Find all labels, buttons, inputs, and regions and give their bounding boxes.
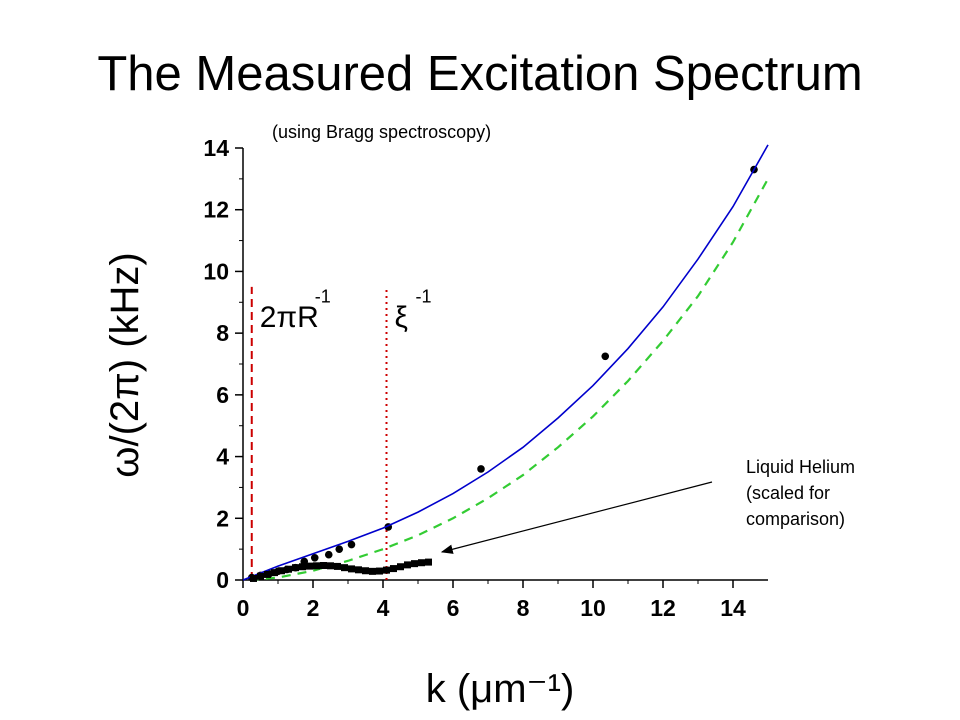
x-tick-label: 6 bbox=[447, 595, 460, 621]
data-point bbox=[335, 545, 344, 553]
x-tick-label: 8 bbox=[517, 595, 530, 621]
helium-data-point bbox=[369, 567, 376, 575]
helium-data-point bbox=[425, 558, 432, 566]
x-tick-label: 14 bbox=[720, 595, 746, 621]
annotation-line-1: Liquid Helium bbox=[746, 457, 856, 477]
xi-inverse-superscript: -1 bbox=[416, 286, 432, 306]
xi-inverse-label: ξ bbox=[395, 301, 408, 334]
helium-data-point bbox=[348, 565, 355, 573]
x-tick-label: 4 bbox=[377, 595, 390, 621]
helium-data-point bbox=[278, 567, 285, 575]
annotation-line-2: (scaled for bbox=[746, 483, 831, 503]
x-tick-label: 2 bbox=[307, 595, 320, 621]
data-point bbox=[347, 540, 356, 549]
helium-data-point bbox=[362, 567, 369, 575]
helium-data-point bbox=[404, 561, 411, 569]
helium-data-point bbox=[418, 559, 425, 567]
helium-data-point bbox=[306, 562, 313, 570]
y-tick-label: 8 bbox=[216, 320, 229, 346]
slide-title: The Measured Excitation Spectrum bbox=[97, 47, 863, 101]
x-tick-label: 10 bbox=[580, 595, 606, 621]
y-tick-label: 4 bbox=[216, 444, 229, 470]
x-axis-label: k (μm⁻¹) bbox=[426, 667, 575, 711]
helium-data-point bbox=[341, 564, 348, 572]
fit-curve bbox=[242, 144, 769, 581]
data-point bbox=[477, 465, 485, 473]
r-inverse-superscript: -1 bbox=[315, 286, 331, 306]
helium-data-point bbox=[257, 572, 264, 580]
helium-data-point bbox=[271, 569, 278, 577]
helium-data-point bbox=[299, 563, 306, 571]
annotation-line-3: comparison) bbox=[746, 509, 846, 529]
y-tick-label: 10 bbox=[203, 258, 229, 284]
helium-data-point bbox=[327, 562, 334, 570]
y-tick-label: 12 bbox=[203, 197, 229, 223]
x-tick-label: 12 bbox=[650, 595, 676, 621]
data-point bbox=[310, 553, 319, 562]
annotation-arrow bbox=[440, 481, 713, 554]
helium-data-point bbox=[411, 560, 418, 568]
helium-data-point bbox=[334, 562, 341, 570]
data-point bbox=[324, 550, 333, 559]
helium-data-point bbox=[313, 562, 320, 570]
helium-data-point bbox=[320, 561, 327, 569]
x-tick-label: 0 bbox=[237, 595, 250, 621]
y-tick-label: 0 bbox=[216, 567, 229, 593]
y-axis-label: ω/(2π) (kHz) bbox=[103, 252, 147, 477]
data-point bbox=[601, 352, 610, 361]
chart-subtitle: (using Bragg spectroscopy) bbox=[272, 122, 492, 142]
helium-data-point bbox=[376, 567, 383, 575]
y-tick-label: 2 bbox=[216, 505, 229, 531]
helium-data-point bbox=[250, 574, 257, 582]
liquid-helium-scaled-curve bbox=[249, 178, 769, 582]
y-tick-label: 6 bbox=[216, 382, 229, 408]
liquid-helium-annotation: Liquid Helium (scaled for comparison) bbox=[746, 454, 855, 532]
helium-data-point bbox=[292, 564, 299, 572]
y-tick-label: 14 bbox=[203, 135, 229, 161]
helium-data-point bbox=[397, 563, 404, 571]
helium-data-point bbox=[383, 566, 390, 574]
helium-data-point bbox=[285, 565, 292, 573]
helium-data-point bbox=[390, 565, 397, 573]
helium-data-point bbox=[264, 570, 271, 578]
r-inverse-label: 2πR bbox=[260, 301, 319, 334]
helium-data-point bbox=[355, 566, 362, 574]
